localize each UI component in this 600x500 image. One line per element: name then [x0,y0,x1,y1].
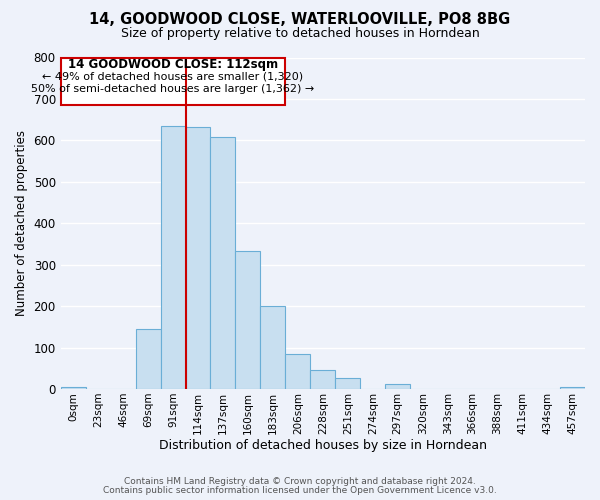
Bar [136,329,161,389]
Bar [286,354,310,389]
Text: 14, GOODWOOD CLOSE, WATERLOOVILLE, PO8 8BG: 14, GOODWOOD CLOSE, WATERLOOVILLE, PO8 8… [89,12,511,28]
Bar [185,126,211,389]
Bar [385,384,410,389]
Bar [335,378,360,389]
Text: 50% of semi-detached houses are larger (1,362) →: 50% of semi-detached houses are larger (… [31,84,314,94]
Bar [560,388,585,389]
X-axis label: Distribution of detached houses by size in Horndean: Distribution of detached houses by size … [159,440,487,452]
Bar [260,306,286,389]
FancyBboxPatch shape [61,58,285,105]
Text: 14 GOODWOOD CLOSE: 112sqm: 14 GOODWOOD CLOSE: 112sqm [68,58,278,70]
Bar [161,126,185,389]
Bar [235,251,260,389]
Text: Size of property relative to detached houses in Horndean: Size of property relative to detached ho… [121,28,479,40]
Bar [61,388,86,389]
Bar [211,137,235,389]
Bar [310,370,335,389]
Text: Contains HM Land Registry data © Crown copyright and database right 2024.: Contains HM Land Registry data © Crown c… [124,477,476,486]
Text: ← 49% of detached houses are smaller (1,320): ← 49% of detached houses are smaller (1,… [43,72,304,82]
Text: Contains public sector information licensed under the Open Government Licence v3: Contains public sector information licen… [103,486,497,495]
Y-axis label: Number of detached properties: Number of detached properties [15,130,28,316]
